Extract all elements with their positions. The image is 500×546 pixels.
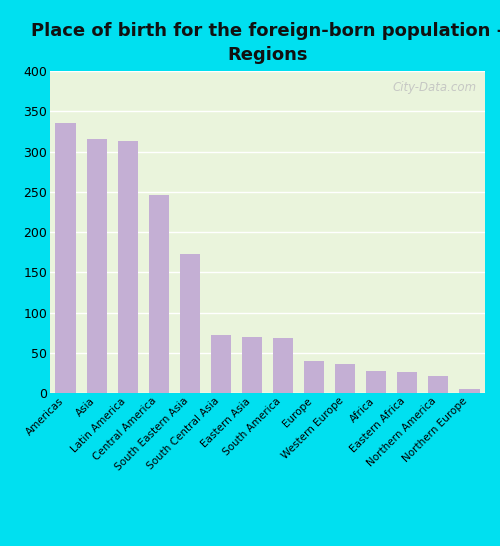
Bar [180,254,200,393]
Bar [148,195,169,393]
Title: Place of birth for the foreign-born population -
Regions: Place of birth for the foreign-born popu… [31,22,500,64]
Bar [211,335,231,393]
Bar [56,123,76,393]
Text: City-Data.com: City-Data.com [392,81,476,94]
Bar [335,364,355,393]
Bar [242,337,262,393]
Bar [366,371,386,393]
Bar [118,141,138,393]
Bar [304,361,324,393]
Bar [460,389,479,393]
Bar [273,339,293,393]
Bar [397,372,417,393]
Bar [86,139,106,393]
Bar [428,376,448,393]
